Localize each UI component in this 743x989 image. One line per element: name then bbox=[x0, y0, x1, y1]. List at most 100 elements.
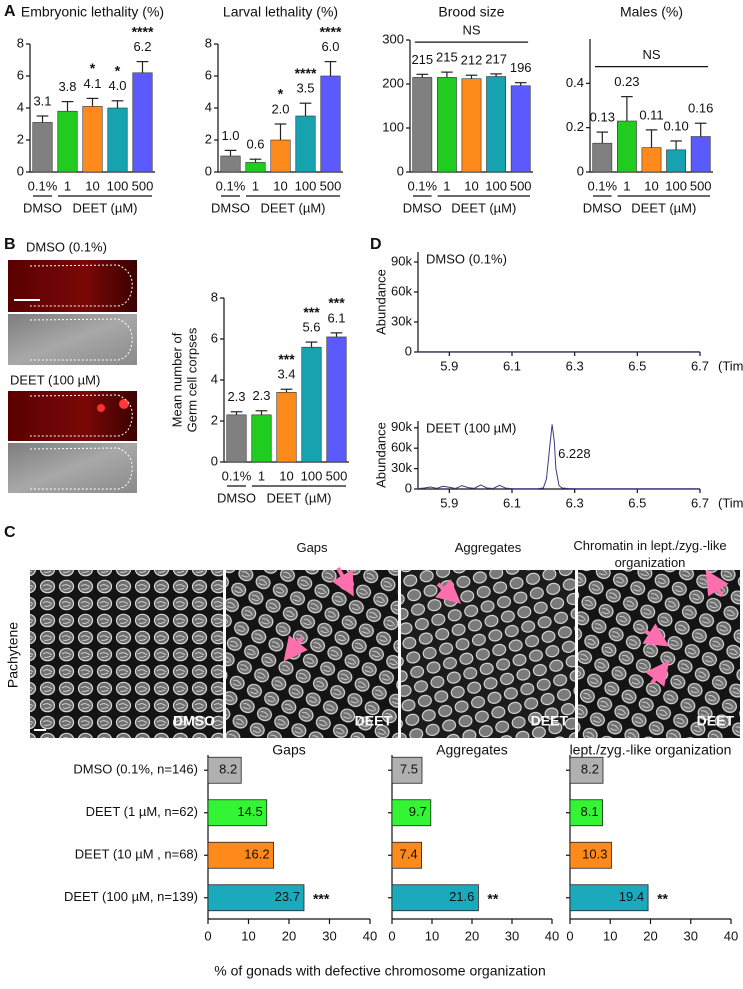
y-axis-label: Germ cell corpses bbox=[184, 327, 199, 432]
significance: * bbox=[90, 60, 96, 76]
value-label: 10.3 bbox=[582, 847, 607, 862]
y-tick-label: 100 bbox=[382, 119, 404, 134]
group-label: DEET (µM) bbox=[266, 490, 331, 505]
x-tick-label: 6.5 bbox=[628, 358, 646, 373]
dic-image bbox=[8, 314, 137, 365]
chart-title: Brood size bbox=[438, 4, 504, 20]
bar bbox=[82, 106, 103, 173]
x-tick-label: 0 bbox=[388, 928, 395, 943]
y-tick-label: 8 bbox=[17, 35, 24, 50]
x-tick-label: 6.5 bbox=[628, 495, 646, 510]
value-label: 6.1 bbox=[327, 310, 345, 325]
panel-letter: A bbox=[4, 3, 16, 20]
chart-title: DMSO (0.1%) bbox=[426, 251, 507, 266]
bar bbox=[569, 841, 612, 869]
x-tick-label: 40 bbox=[363, 928, 377, 943]
x-tick-label: 1 bbox=[252, 178, 259, 193]
y-tick-label: 0 bbox=[211, 453, 218, 468]
y-tick-label: 90k bbox=[391, 419, 412, 434]
gonad-outline bbox=[29, 318, 133, 361]
x-axis-label: % of gonads with defective chromosome or… bbox=[214, 963, 546, 979]
value-label: 16.2 bbox=[244, 847, 269, 862]
y-tick-label: 0 bbox=[205, 163, 212, 178]
x-tick-label: 0 bbox=[204, 928, 211, 943]
group-label: DMSO bbox=[403, 200, 442, 215]
value-label: 21.6 bbox=[449, 889, 474, 904]
arrow bbox=[642, 623, 670, 647]
x-tick-label: 10 bbox=[425, 928, 439, 943]
arrow bbox=[705, 569, 729, 598]
x-tick-label: 500 bbox=[132, 178, 154, 193]
arrow bbox=[331, 567, 354, 597]
significance: *** bbox=[303, 304, 320, 320]
value-label: 2.0 bbox=[271, 101, 289, 116]
x-tick-label: 6.7 bbox=[691, 358, 709, 373]
bar bbox=[437, 77, 457, 173]
chart-title: Embryonic lethality (%) bbox=[21, 4, 164, 20]
y-tick-label: 6 bbox=[211, 330, 218, 345]
x-tick-label: 0 bbox=[566, 928, 573, 943]
group-label: DMSO bbox=[583, 200, 622, 215]
gonad-outline bbox=[29, 394, 133, 437]
value-label: 212 bbox=[461, 53, 483, 68]
row-label: Pachytene bbox=[5, 622, 21, 688]
group-label: DMSO bbox=[217, 490, 256, 505]
y-tick-label: 200 bbox=[382, 75, 404, 90]
x-tick-label: 40 bbox=[545, 928, 559, 943]
x-tick-label: 6.3 bbox=[566, 358, 584, 373]
y-tick-label: 2 bbox=[17, 131, 24, 146]
x-tick-label: 30 bbox=[505, 928, 519, 943]
y-tick-label: 300 bbox=[382, 31, 404, 46]
fluorescence-image bbox=[8, 260, 137, 312]
value-label: 0.23 bbox=[614, 74, 639, 89]
x-tick-label: 500 bbox=[690, 178, 712, 193]
x-tick-label: 0.1% bbox=[407, 178, 437, 193]
bar bbox=[276, 391, 297, 463]
value-label: 6.0 bbox=[321, 39, 339, 54]
y-tick-label: 30k bbox=[391, 460, 412, 475]
x-tick-label: 20 bbox=[282, 928, 296, 943]
x-axis-label: (Time) bbox=[718, 495, 743, 510]
y-tick-label: 90k bbox=[391, 253, 412, 268]
bar bbox=[251, 414, 272, 463]
value-label: 3.1 bbox=[33, 93, 51, 108]
significance: **** bbox=[132, 23, 154, 39]
bar bbox=[207, 756, 242, 784]
panel-letter: B bbox=[4, 236, 16, 253]
y-tick-label: 0 bbox=[17, 163, 24, 178]
value-label: 19.4 bbox=[619, 889, 644, 904]
image-caption: DEET (100 µM) bbox=[10, 372, 100, 387]
x-tick-label: 6.3 bbox=[566, 495, 584, 510]
value-label: 23.7 bbox=[275, 889, 300, 904]
bar bbox=[220, 155, 241, 173]
x-tick-label: 100 bbox=[301, 468, 323, 483]
bar bbox=[207, 799, 268, 827]
bar bbox=[132, 72, 153, 173]
x-tick-label: 1 bbox=[64, 178, 71, 193]
y-tick-label: 6 bbox=[17, 67, 24, 82]
x-tick-label: 500 bbox=[320, 178, 342, 193]
group-label: DEET (µM) bbox=[260, 200, 325, 215]
x-tick-label: 100 bbox=[485, 178, 507, 193]
significance: *** bbox=[328, 295, 345, 311]
x-tick-label: 1 bbox=[623, 178, 630, 193]
x-tick-label: 500 bbox=[326, 468, 348, 483]
x-tick-label: 30 bbox=[322, 928, 336, 943]
corpse-spot bbox=[97, 404, 105, 412]
arrow bbox=[645, 660, 670, 687]
column-title: Aggregates bbox=[454, 540, 522, 555]
y-tick-label: 0.4 bbox=[566, 75, 584, 90]
annotation: 6.228 bbox=[558, 446, 591, 461]
significance-label: NS bbox=[642, 47, 660, 62]
x-axis-label: (Time) bbox=[718, 358, 743, 373]
image-label: DEET bbox=[531, 713, 569, 729]
value-label: 215 bbox=[411, 52, 433, 67]
chart-title: Males (%) bbox=[620, 4, 683, 20]
x-tick-label: 0.1% bbox=[222, 468, 252, 483]
y-tick-label: 60k bbox=[391, 440, 412, 455]
x-tick-label: 10 bbox=[279, 468, 293, 483]
x-tick-label: 6.7 bbox=[691, 495, 709, 510]
x-tick-label: 100 bbox=[665, 178, 687, 193]
y-tick-label: 0 bbox=[397, 163, 404, 178]
value-label: 6.2 bbox=[133, 39, 151, 54]
